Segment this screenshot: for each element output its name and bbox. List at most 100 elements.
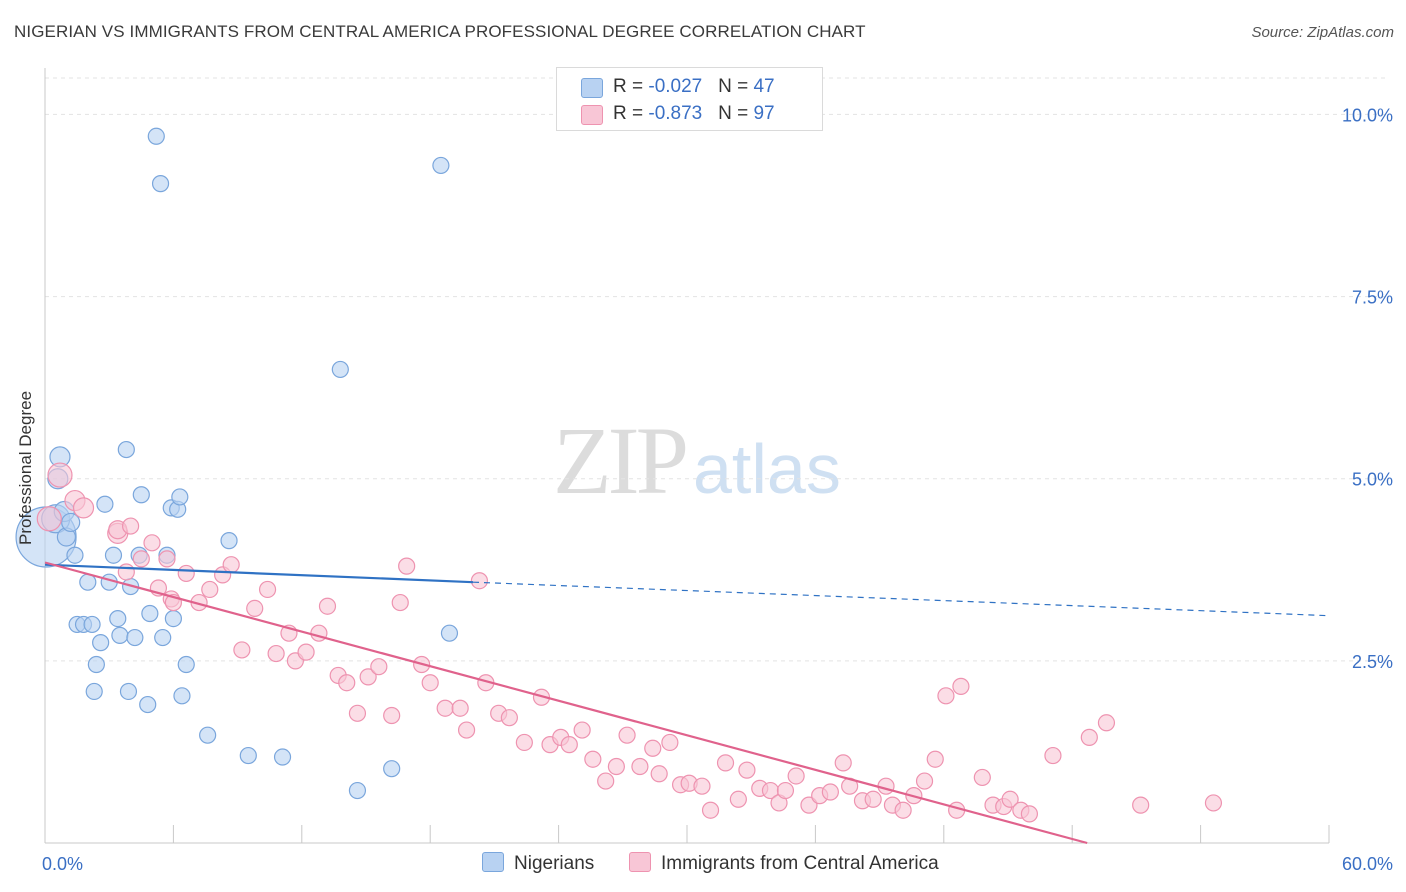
blue-trend-line — [44, 563, 474, 584]
pink-data-point — [143, 534, 161, 552]
blue-data-point — [104, 546, 123, 564]
pink-data-point — [915, 772, 934, 790]
pink-data-point — [821, 783, 839, 801]
blue-data-point — [141, 604, 159, 623]
pink-data-point — [383, 706, 401, 725]
blue-data-point — [147, 127, 165, 145]
pink-data-point — [318, 597, 337, 615]
blue-data-point — [432, 156, 450, 175]
blue-data-point — [61, 512, 81, 533]
pink-data-point — [258, 580, 277, 599]
pink-data-point — [158, 550, 176, 568]
pink-data-point — [36, 506, 62, 532]
source-label: Source: ZipAtlas.com — [1251, 24, 1394, 41]
blue-data-point — [66, 546, 84, 564]
y-tick-label: 10.0% — [1342, 105, 1393, 125]
pink-data-point — [246, 599, 264, 618]
pink-data-point — [370, 658, 388, 676]
legend-r-value: -0.027 — [648, 76, 703, 97]
pink-data-point — [117, 563, 135, 581]
pink-data-point — [1204, 794, 1223, 812]
pink-data-point — [436, 699, 454, 717]
blue-data-point — [126, 628, 144, 647]
y-tick-label: 2.5% — [1352, 652, 1393, 672]
blue-data-point — [383, 760, 401, 778]
pink-data-point — [618, 726, 636, 744]
pink-data-point — [834, 754, 852, 772]
pink-data-point — [597, 772, 615, 790]
legend-swatch-blue — [581, 78, 603, 98]
pink-data-point — [132, 550, 150, 568]
pink-data-point — [47, 462, 73, 488]
pink-data-point — [560, 736, 578, 754]
blue-data-point — [164, 609, 182, 628]
y-tick-label: 5.0% — [1352, 470, 1393, 490]
pink-data-point — [729, 790, 747, 808]
blue-data-point — [119, 682, 138, 701]
pink-data-point — [952, 677, 970, 695]
pink-data-point — [607, 757, 625, 776]
pink-data-point — [894, 801, 912, 819]
blue-data-point — [87, 655, 105, 674]
x-tick-label-min: 0.0% — [42, 854, 83, 874]
pink-data-point — [421, 674, 439, 692]
chart-title: NIGERIAN VS IMMIGRANTS FROM CENTRAL AMER… — [14, 22, 866, 41]
blue-data-point — [111, 626, 129, 644]
pink-data-point — [701, 801, 720, 819]
blue-data-point — [139, 695, 157, 714]
pink-data-point — [644, 739, 662, 757]
pink-data-point — [348, 704, 367, 722]
blue-data-point — [151, 175, 170, 193]
pink-data-point — [398, 557, 416, 575]
pink-data-point — [1044, 746, 1062, 765]
legend-n-value: 97 — [753, 103, 775, 124]
blue-data-point — [177, 655, 195, 674]
pink-data-point — [864, 790, 882, 808]
pink-data-point — [1001, 790, 1019, 808]
pink-data-point — [451, 699, 469, 717]
x-tick-label-max: 60.0% — [1342, 854, 1393, 874]
blue-data-point — [117, 440, 135, 459]
pink-data-point — [631, 757, 649, 776]
bottom-legend-swatch-pink — [629, 852, 651, 872]
blue-data-point — [220, 532, 238, 550]
legend-n-label: N = — [718, 76, 754, 97]
pink-data-point — [359, 668, 377, 686]
bottom-legend-label: Immigrants from Central America — [661, 853, 939, 874]
blue-data-point — [85, 682, 103, 701]
pink-data-point — [1097, 714, 1116, 732]
blue-data-point — [83, 615, 101, 634]
pink-data-point — [267, 644, 285, 663]
pink-data-point — [222, 556, 240, 574]
watermark-atlas: atlas — [693, 430, 841, 508]
pink-data-point — [800, 796, 818, 814]
blue-data-point — [109, 609, 127, 628]
bottom-legend-central-america: Immigrants from Central America — [629, 852, 939, 875]
pink-data-point — [738, 761, 756, 779]
legend-n-label: N = — [718, 103, 754, 124]
pink-data-point — [584, 750, 602, 768]
pink-data-point — [122, 517, 140, 535]
legend-r-value: -0.873 — [648, 103, 703, 124]
blue-data-point — [331, 360, 349, 379]
blue-trend-extension — [472, 581, 1330, 617]
blue-data-point — [92, 634, 110, 652]
correlation-legend: R = -0.027 N = 47 R = -0.873 N = 97 — [556, 67, 823, 131]
blue-data-point — [239, 746, 257, 765]
legend-r-label: R = — [613, 76, 649, 97]
legend-swatch-pink — [581, 105, 603, 125]
bottom-legend-nigerians: Nigerians — [482, 852, 594, 875]
pink-data-point — [1080, 728, 1098, 746]
pink-data-point — [391, 593, 409, 612]
watermark-zip: ZIP — [553, 407, 689, 514]
blue-data-point — [132, 486, 150, 504]
blue-data-point — [199, 726, 217, 744]
blue-data-point — [171, 488, 189, 506]
pink-data-point — [297, 643, 315, 661]
pink-data-point — [926, 750, 944, 768]
pink-data-point — [973, 768, 991, 787]
pink-data-point — [573, 721, 591, 739]
pink-data-point — [661, 733, 679, 752]
pink-data-point — [500, 709, 518, 727]
